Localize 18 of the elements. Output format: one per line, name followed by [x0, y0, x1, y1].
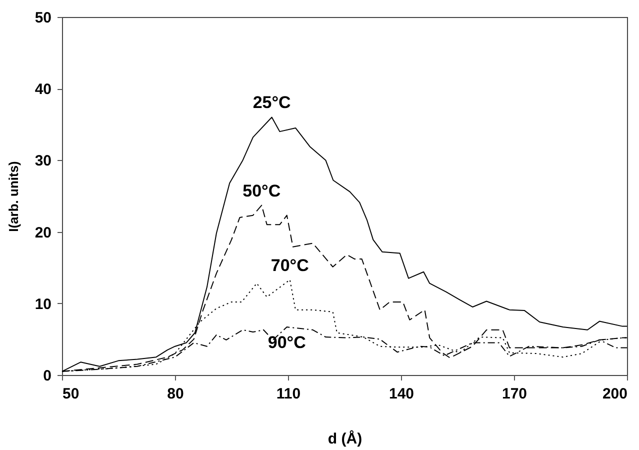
x-axis-title: d (Å) — [328, 430, 362, 448]
y-tick-label: 0 — [43, 368, 52, 384]
series-label: 50°C — [242, 181, 281, 200]
y-tick-label: 40 — [34, 81, 52, 98]
y-axis-title: I(arb. units) — [6, 161, 21, 232]
y-tick-label: 10 — [34, 296, 52, 313]
x-tick-label: 80 — [167, 386, 184, 402]
y-tick-label: 20 — [34, 224, 52, 242]
series-label: 25°C — [252, 93, 291, 112]
series-label: 90°C — [268, 333, 306, 352]
y-tick-label: 50 — [34, 10, 52, 26]
x-tick-label: 200 — [602, 386, 628, 402]
series-label: 70°C — [270, 256, 309, 275]
y-tick-label: 30 — [34, 152, 52, 170]
x-tick-label: 140 — [388, 386, 414, 402]
x-tick-label: 170 — [502, 386, 528, 402]
x-tick-label: 50 — [62, 386, 80, 402]
x-tick-label: 110 — [276, 386, 301, 402]
